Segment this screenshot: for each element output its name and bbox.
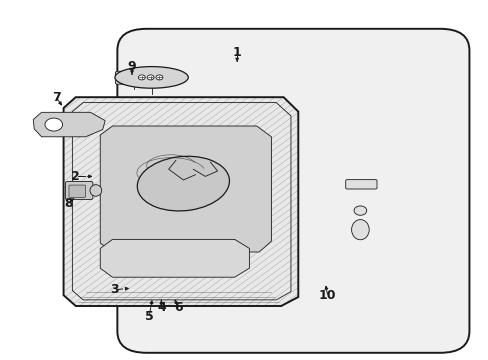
Circle shape — [156, 75, 163, 80]
Text: 2: 2 — [71, 170, 80, 183]
FancyBboxPatch shape — [345, 180, 376, 189]
Ellipse shape — [351, 220, 368, 240]
Circle shape — [138, 75, 145, 80]
Text: 6: 6 — [174, 301, 183, 314]
Text: 5: 5 — [144, 310, 153, 323]
Ellipse shape — [115, 67, 188, 88]
FancyBboxPatch shape — [115, 71, 153, 84]
Polygon shape — [63, 97, 298, 306]
Text: 9: 9 — [127, 60, 136, 73]
FancyBboxPatch shape — [117, 29, 468, 353]
Ellipse shape — [90, 185, 102, 196]
Text: 8: 8 — [64, 197, 73, 210]
Polygon shape — [100, 239, 249, 277]
Polygon shape — [33, 112, 105, 137]
Circle shape — [353, 206, 366, 215]
FancyBboxPatch shape — [65, 181, 93, 199]
Text: 4: 4 — [157, 301, 165, 314]
Polygon shape — [100, 126, 271, 252]
Text: 7: 7 — [52, 91, 61, 104]
Circle shape — [147, 75, 154, 80]
Text: 10: 10 — [318, 289, 336, 302]
FancyBboxPatch shape — [69, 185, 85, 197]
Text: 1: 1 — [232, 46, 241, 59]
Text: 3: 3 — [110, 283, 119, 296]
Circle shape — [45, 118, 62, 131]
Ellipse shape — [137, 156, 229, 211]
